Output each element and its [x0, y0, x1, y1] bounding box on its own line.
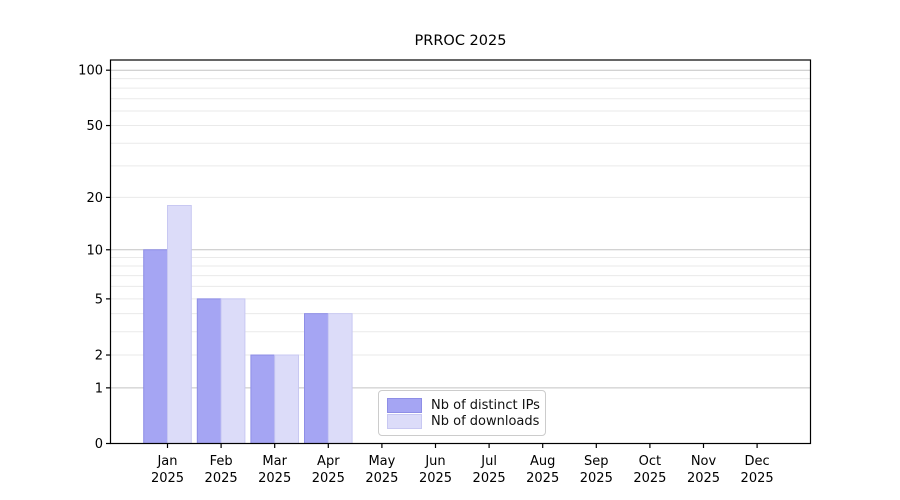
x-tick-label-year: 2025: [633, 471, 666, 486]
x-tick-label-year: 2025: [258, 471, 291, 486]
x-tick-label-month: Apr: [317, 454, 340, 469]
x-tick-label-month: Jul: [480, 454, 497, 469]
legend-swatch-distinct-ips: [387, 398, 422, 413]
legend-label-downloads: Nb of downloads: [431, 414, 540, 429]
bar-jan-distinct-ips: [143, 249, 168, 444]
legend-item-distinct-ips: Nb of distinct IPs: [387, 398, 540, 413]
bar-mar-downloads: [274, 354, 300, 444]
x-tick-label-year: 2025: [205, 471, 238, 486]
bar-feb-distinct-ips: [196, 298, 222, 444]
x-tick-label-year: 2025: [419, 471, 452, 486]
y-tick-label: 5: [95, 292, 103, 307]
x-tick-label-year: 2025: [151, 471, 184, 486]
bar-jan-downloads: [167, 205, 192, 444]
bar-apr-downloads: [327, 313, 353, 444]
x-tick-label-month: Nov: [691, 454, 717, 469]
x-tick-label-month: Jan: [156, 454, 177, 469]
y-tick-label: 10: [86, 243, 103, 258]
x-tick-label-month: Jun: [424, 454, 445, 469]
plot-border: [109, 59, 812, 445]
legend: Nb of distinct IPs Nb of downloads: [378, 390, 546, 436]
y-tick-label: 50: [86, 119, 103, 134]
x-tick-label-year: 2025: [526, 471, 559, 486]
x-tick-label-year: 2025: [580, 471, 613, 486]
x-tick-label-month: Sep: [584, 454, 609, 469]
x-tick-label-year: 2025: [312, 471, 345, 486]
y-tick-label: 20: [86, 191, 103, 206]
x-tick-label-year: 2025: [365, 471, 398, 486]
legend-label-distinct-ips: Nb of distinct IPs: [431, 398, 540, 413]
y-tick-label: 0: [95, 437, 103, 452]
x-tick-label-month: Oct: [639, 454, 661, 469]
y-tick-label: 2: [95, 349, 103, 364]
chart-title: PRROC 2025: [414, 33, 507, 49]
legend-swatch-downloads: [387, 414, 422, 429]
x-tick-label-month: Feb: [210, 454, 233, 469]
x-tick-label-month: Aug: [530, 454, 555, 469]
bar-mar-distinct-ips: [250, 354, 276, 444]
y-tick-label: 1: [95, 381, 103, 396]
x-tick-label-year: 2025: [741, 471, 774, 486]
x-tick-label-year: 2025: [687, 471, 720, 486]
x-tick-label-month: May: [368, 454, 395, 469]
bar-apr-distinct-ips: [304, 313, 329, 444]
legend-item-downloads: Nb of downloads: [387, 414, 540, 429]
x-tick-label-year: 2025: [473, 471, 506, 486]
y-tick-label: 100: [78, 64, 103, 79]
bar-feb-downloads: [220, 298, 246, 444]
x-tick-label-month: Dec: [745, 454, 770, 469]
x-tick-label-month: Mar: [262, 454, 287, 469]
